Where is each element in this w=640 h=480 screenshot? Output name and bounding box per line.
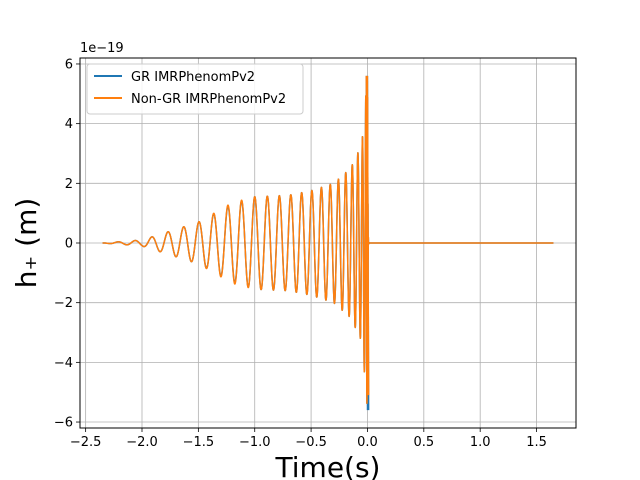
legend-label-gr: GR IMRPhenomPv2 [131, 70, 255, 85]
y-tick-label: 2 [65, 177, 73, 192]
x-tick-label: 1.0 [470, 435, 491, 450]
x-tick-label: −1.0 [239, 435, 271, 450]
y-tick-label: −6 [54, 416, 73, 431]
legend-label-non-gr: Non-GR IMRPhenomPv2 [131, 92, 286, 107]
x-axis-label: Time(s) [275, 451, 381, 480]
x-tick-label: −1.5 [183, 435, 215, 450]
legend-box [86, 63, 304, 115]
y-tick-label: 6 [65, 57, 73, 72]
y-axis-ticks: −6 −4 −2 0 2 4 6 [54, 57, 80, 431]
legend: GR IMRPhenomPv2 Non-GR IMRPhenomPv2 [86, 63, 304, 115]
y-axis-label: h₊ (m) [10, 198, 43, 289]
x-tick-label: 0.5 [413, 435, 434, 450]
x-tick-label: −2.5 [70, 435, 102, 450]
y-offset-text: 1e−19 [80, 41, 124, 56]
y-tick-label: 4 [65, 117, 73, 132]
series-group [101, 75, 555, 411]
x-tick-label: −2.0 [126, 435, 158, 450]
y-tick-label: 0 [65, 237, 73, 252]
series-line-1 [101, 95, 555, 405]
y-tick-label: −4 [54, 356, 73, 371]
x-tick-label: 1.5 [526, 435, 547, 450]
y-tick-label: −2 [54, 296, 73, 311]
merger-spike-1 [365, 75, 370, 396]
x-axis-ticks: −2.5 −2.0 −1.5 −1.0 −0.5 0.0 0.5 1.0 1.5 [70, 428, 547, 450]
x-tick-label: −0.5 [295, 435, 327, 450]
x-tick-label: 0.0 [357, 435, 378, 450]
